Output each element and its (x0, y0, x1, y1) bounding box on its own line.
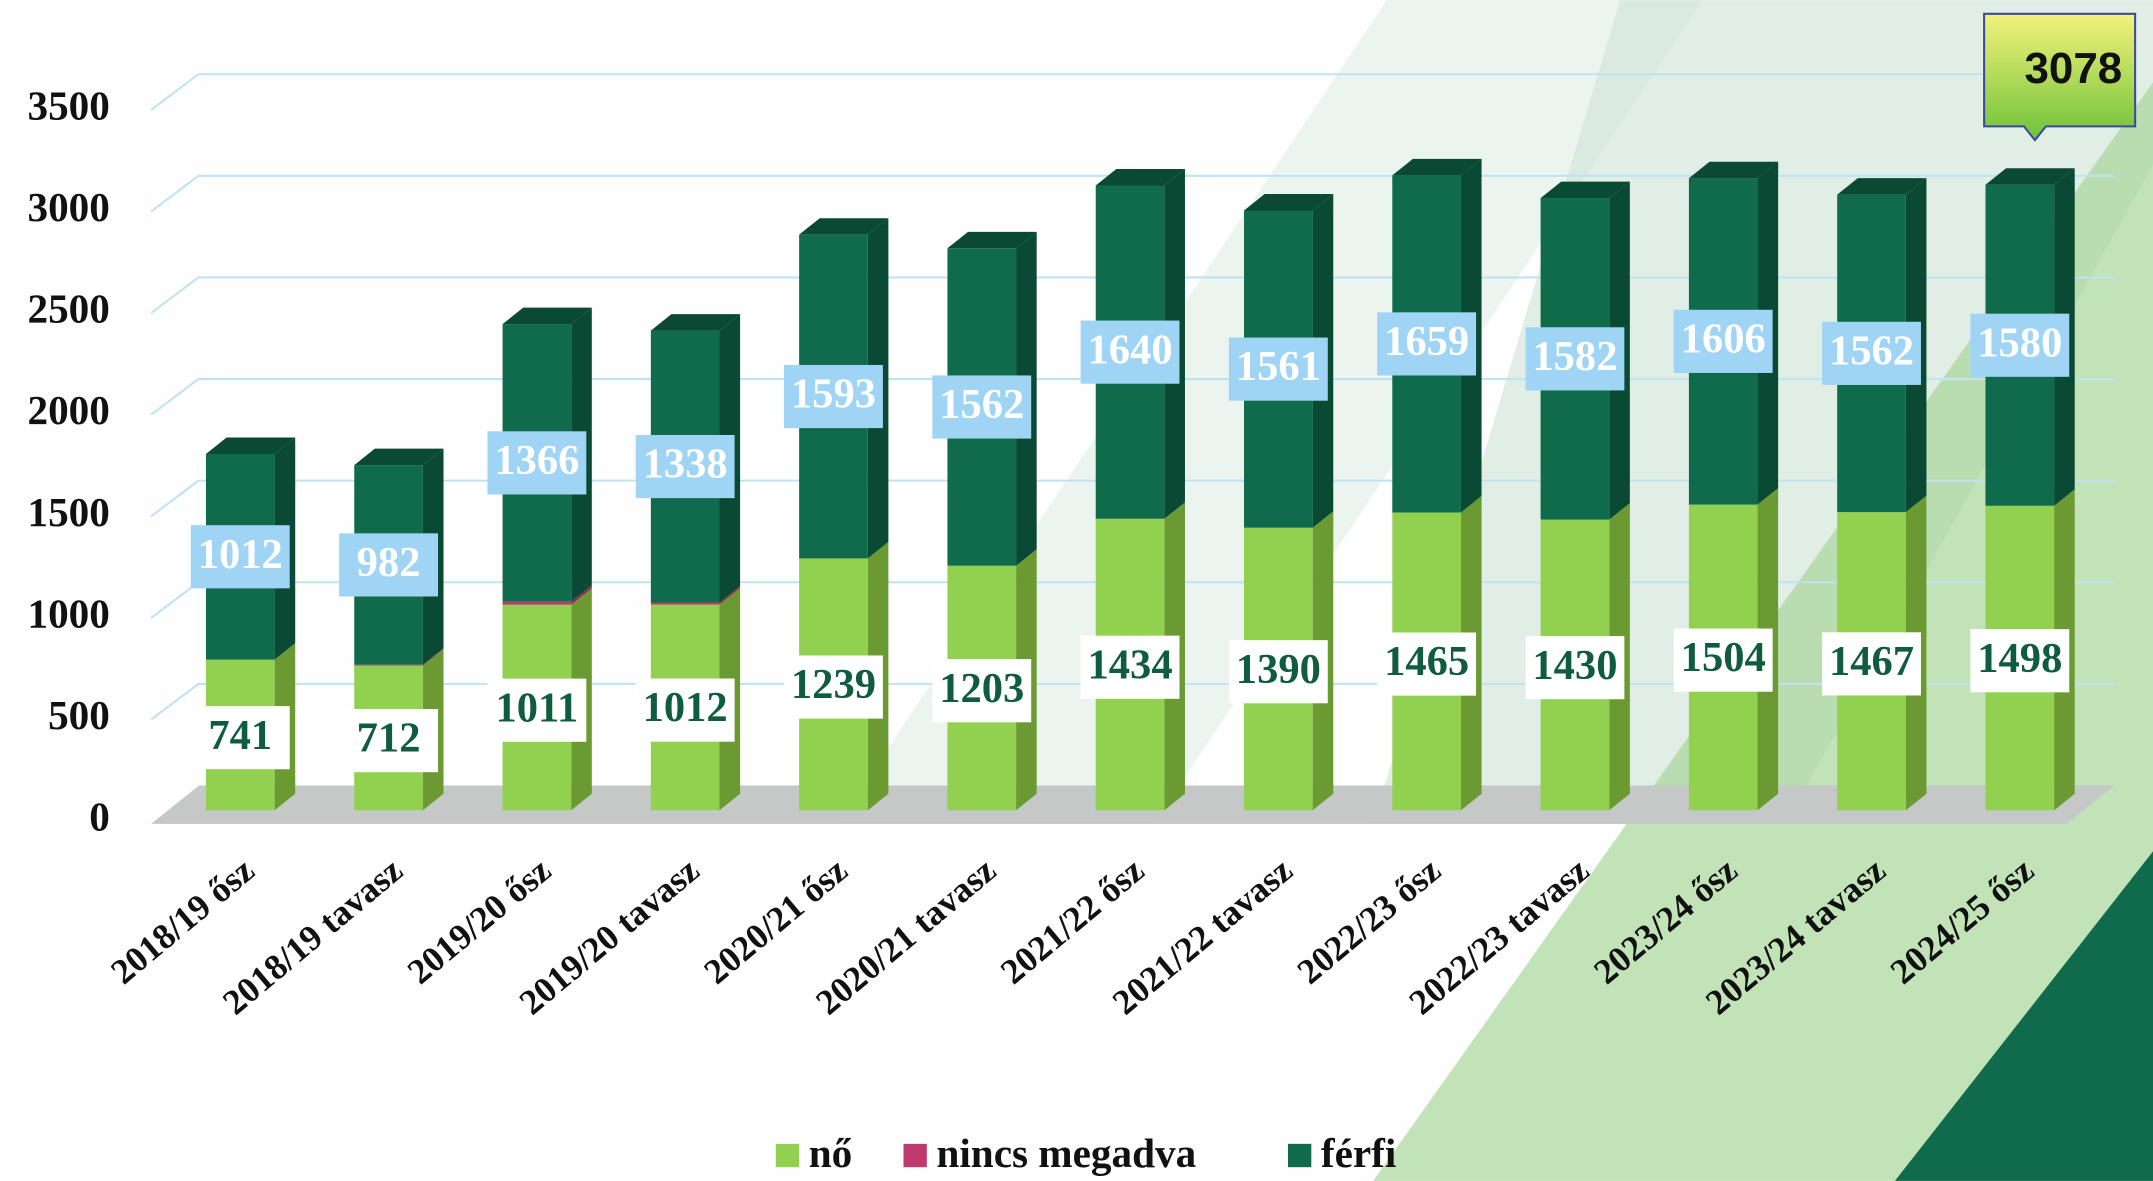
legend-swatch (1287, 1143, 1312, 1168)
y-tick-label: 0 (89, 794, 110, 840)
label-box (1377, 312, 1477, 376)
callout-label: 3078 (2025, 44, 2123, 93)
y-tick-label: 1000 (27, 590, 109, 636)
data-label: 1659 (1384, 318, 1469, 365)
data-label: 1390 (1236, 646, 1321, 693)
bar-top (205, 437, 296, 454)
data-label: 1366 (494, 437, 579, 484)
data-label: 1465 (1384, 638, 1469, 685)
label-box (1080, 320, 1180, 384)
data-label: 1606 (1681, 316, 1766, 363)
label-box (1377, 632, 1477, 696)
label-box (487, 431, 587, 495)
legend-swatch (775, 1143, 800, 1168)
data-label: 1498 (1977, 635, 2062, 682)
bar-top (354, 448, 444, 466)
label-box (487, 678, 587, 742)
label-box (784, 364, 883, 429)
y-tick-label: 2000 (27, 387, 109, 433)
legend: nő nincs megadva férfi (775, 1130, 1396, 1176)
bar-segment (650, 602, 720, 605)
label-box (190, 706, 290, 770)
label-box (1673, 628, 1773, 692)
bar-side (571, 585, 592, 605)
data-label: 741 (208, 712, 272, 759)
bar-top (1392, 158, 1482, 176)
data-label: 1562 (1829, 328, 1914, 375)
label-box (1228, 337, 1328, 401)
bar-top (947, 231, 1037, 249)
y-tick-label: 3000 (27, 184, 109, 230)
bar-top (1837, 178, 1927, 195)
data-label: 1467 (1829, 638, 1914, 685)
data-label: 1640 (1088, 326, 1173, 373)
bar-side (422, 648, 444, 666)
y-tick-label: 3500 (27, 82, 109, 128)
y-tick-label: 2500 (27, 286, 109, 332)
label-box (932, 375, 1032, 439)
bar-top (799, 218, 889, 235)
bar-top (1540, 181, 1630, 199)
label-box (1525, 327, 1625, 391)
grid-line (150, 73, 2115, 111)
bar-side (719, 586, 741, 605)
label-box (784, 655, 883, 719)
label-box (1673, 309, 1773, 373)
data-label: 1561 (1236, 343, 1321, 390)
bar-top (650, 314, 741, 331)
data-label: 1580 (1977, 319, 2062, 366)
label-box (1228, 640, 1328, 704)
label-box (1822, 321, 1921, 385)
legend-label: nő (809, 1130, 853, 1176)
legend-label: nincs megadva (936, 1130, 1196, 1176)
data-label: 712 (357, 715, 421, 762)
data-label: 1504 (1681, 634, 1766, 681)
data-label: 1239 (791, 661, 876, 708)
label-box (932, 659, 1032, 723)
data-label: 1582 (1532, 333, 1617, 380)
bar-segment (354, 664, 423, 666)
y-tick-label: 500 (48, 692, 110, 738)
data-label: 1434 (1088, 641, 1173, 688)
data-label: 1338 (643, 441, 728, 488)
legend-label: férfi (1321, 1130, 1396, 1176)
label-box (635, 434, 735, 499)
data-label: 1011 (496, 684, 579, 731)
bar-top (1244, 194, 1334, 211)
label-box (1970, 313, 2070, 377)
bar-top (1985, 168, 2075, 185)
label-box (1822, 632, 1921, 696)
label-box (190, 525, 290, 589)
data-label: 1012 (643, 684, 728, 731)
data-label: 1593 (791, 371, 876, 418)
label-box (339, 709, 439, 773)
bar-top (1095, 169, 1185, 186)
y-tick-label: 1500 (27, 489, 109, 535)
bar-segment (502, 601, 572, 605)
legend-swatch (903, 1143, 927, 1168)
data-label: 982 (357, 539, 421, 586)
bar-top (1688, 161, 1779, 179)
data-label: 1203 (939, 665, 1024, 712)
bar-top (502, 307, 592, 325)
callout (1983, 12, 2137, 142)
label-box (1525, 636, 1625, 700)
label-box (339, 533, 439, 597)
label-box (1970, 629, 2070, 693)
data-label: 1430 (1532, 642, 1617, 689)
label-box (1080, 635, 1180, 699)
data-label: 1012 (198, 531, 283, 578)
data-label: 1562 (939, 381, 1024, 428)
label-box (635, 678, 735, 742)
